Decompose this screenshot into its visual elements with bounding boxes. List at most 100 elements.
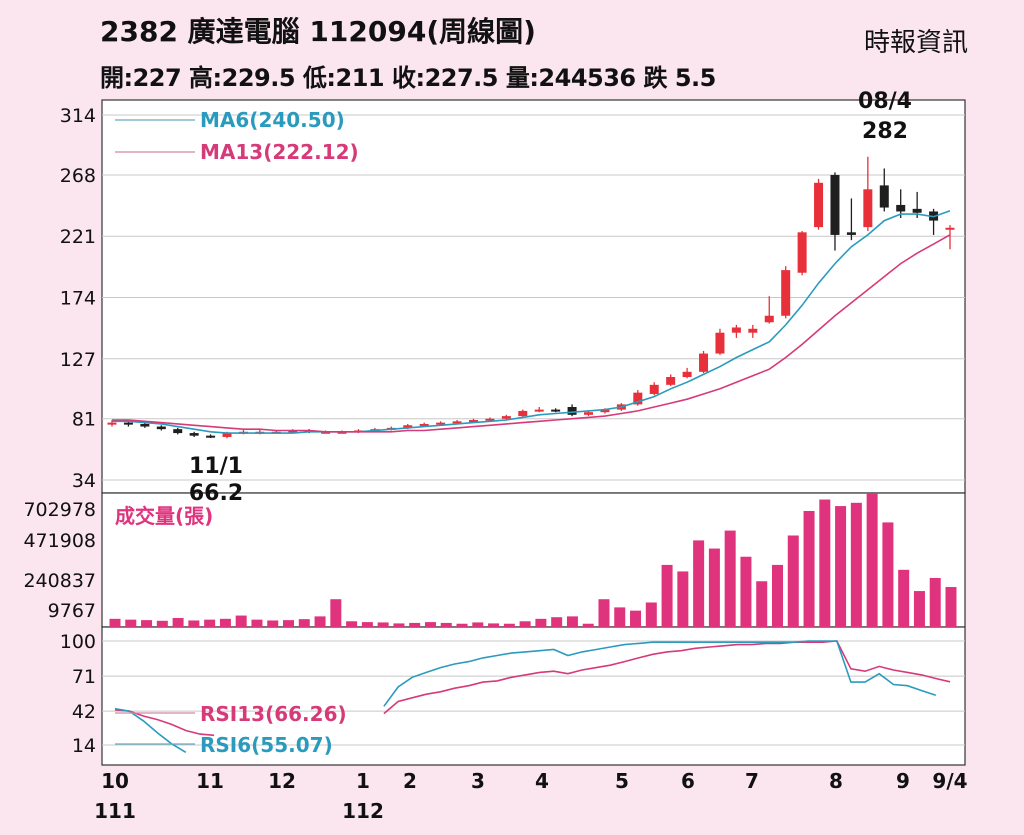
x-tick-label: 9/4	[932, 769, 967, 793]
volume-bar	[661, 564, 673, 627]
quote-summary: 開:227 高:229.5 低:211 收:227.5 量:244536 跌 5…	[100, 64, 716, 92]
volume-bar	[251, 619, 263, 627]
candle-body	[468, 420, 478, 423]
rsi-tick-label: 14	[72, 735, 96, 757]
volume-bar	[913, 591, 925, 627]
rsi-tick-label: 71	[72, 666, 96, 688]
x-tick-label: 8	[829, 769, 843, 793]
candle-body	[222, 433, 232, 437]
rsi13-legend-label: RSI13(66.26)	[200, 702, 347, 726]
price-tick-label: 81	[72, 409, 96, 431]
candle-body	[879, 185, 889, 208]
candle-body	[814, 182, 824, 228]
price-tick-label: 127	[60, 349, 96, 371]
candle-body	[206, 435, 216, 438]
volume-bar	[645, 602, 657, 627]
volume-bar	[598, 599, 610, 627]
candle-body	[715, 332, 725, 354]
volume-bar	[771, 564, 783, 627]
ma13-legend-label: MA13(222.12)	[200, 140, 359, 164]
volume-bar	[488, 623, 500, 627]
candle-body	[731, 327, 741, 333]
volume-bar	[835, 506, 847, 627]
candle-body	[748, 328, 758, 333]
candle-body	[321, 431, 331, 434]
volume-bar	[630, 610, 642, 627]
volume-bar	[803, 510, 815, 627]
price-tick-label: 268	[60, 165, 96, 187]
candle-body	[403, 425, 413, 428]
x-tick-label: 10	[101, 769, 129, 793]
candle-body	[781, 270, 791, 316]
low-annotation-value: 66.2	[189, 481, 243, 506]
x-tick-label: 3	[471, 769, 485, 793]
price-tick-label: 221	[60, 226, 96, 248]
x-tick-label: 12	[268, 769, 296, 793]
candle-body	[912, 208, 922, 213]
volume-bar	[708, 548, 720, 627]
volume-bar	[267, 620, 279, 627]
volume-bar	[377, 622, 389, 627]
candle-body	[764, 315, 774, 323]
x-tick-label: 11	[196, 769, 224, 793]
volume-bar	[156, 620, 168, 627]
volume-bar	[756, 581, 768, 627]
volume-bar	[298, 619, 310, 627]
x-tick-label: 6	[681, 769, 695, 793]
candle-body	[896, 204, 906, 212]
candle-body	[189, 433, 199, 436]
candle-body	[337, 431, 347, 434]
x-tick-label: 1	[356, 769, 370, 793]
candle-body	[501, 416, 511, 419]
volume-bar	[819, 499, 831, 627]
ma6-line	[112, 210, 951, 434]
volume-tick-label: 240837	[23, 570, 96, 592]
volume-bar	[519, 621, 531, 627]
volume-bar	[503, 623, 515, 627]
volume-bar	[109, 618, 121, 627]
volume-bar	[740, 556, 752, 627]
volume-bar	[866, 493, 878, 627]
candle-body	[452, 421, 462, 424]
candle-body	[666, 377, 676, 385]
price-panel: 314 268 221 174 127 81 34 MA6(240.50) MA13(222.1…	[60, 89, 965, 506]
volume-bar	[440, 622, 452, 627]
candle-body	[156, 426, 166, 430]
ma6-legend-label: MA6(240.50)	[200, 108, 345, 132]
candle-body	[567, 407, 577, 415]
candle-body	[584, 412, 594, 415]
panel-frames	[101, 99, 966, 766]
volume-bar	[314, 616, 326, 627]
volume-bar	[787, 535, 799, 627]
volume-bar	[361, 622, 373, 627]
volume-bar	[172, 618, 184, 627]
x-tick-label: 7	[745, 769, 759, 793]
x-tick-label: 5	[615, 769, 629, 793]
candle-body	[846, 232, 856, 235]
volume-bar	[235, 615, 247, 627]
volume-bar	[724, 530, 736, 627]
volume-bar	[219, 618, 231, 627]
candle-body	[551, 409, 561, 412]
high-annotation-date: 08/4	[858, 89, 912, 114]
volume-title: 成交量(張)	[115, 504, 213, 528]
candle-body	[534, 409, 544, 412]
volume-bar	[456, 623, 468, 627]
volume-tick-label: 702978	[23, 499, 96, 521]
volume-bar	[582, 623, 594, 627]
rsi6-legend-label: RSI6(55.07)	[200, 733, 333, 757]
rsi6-line	[114, 640, 937, 753]
volume-bar	[693, 540, 705, 627]
volume-bar	[677, 571, 689, 627]
chart-title: 2382 廣達電腦 112094(周線圖)	[100, 15, 536, 48]
price-tick-label: 34	[72, 470, 96, 492]
price-tick-label: 174	[60, 288, 96, 310]
candle-body	[288, 430, 298, 433]
candle-body	[419, 423, 429, 426]
x-year-label: 111	[94, 799, 136, 823]
volume-bar	[551, 617, 563, 627]
volume-bar	[472, 622, 484, 627]
candle-body	[682, 371, 692, 378]
x-tick-label: 2	[403, 769, 417, 793]
